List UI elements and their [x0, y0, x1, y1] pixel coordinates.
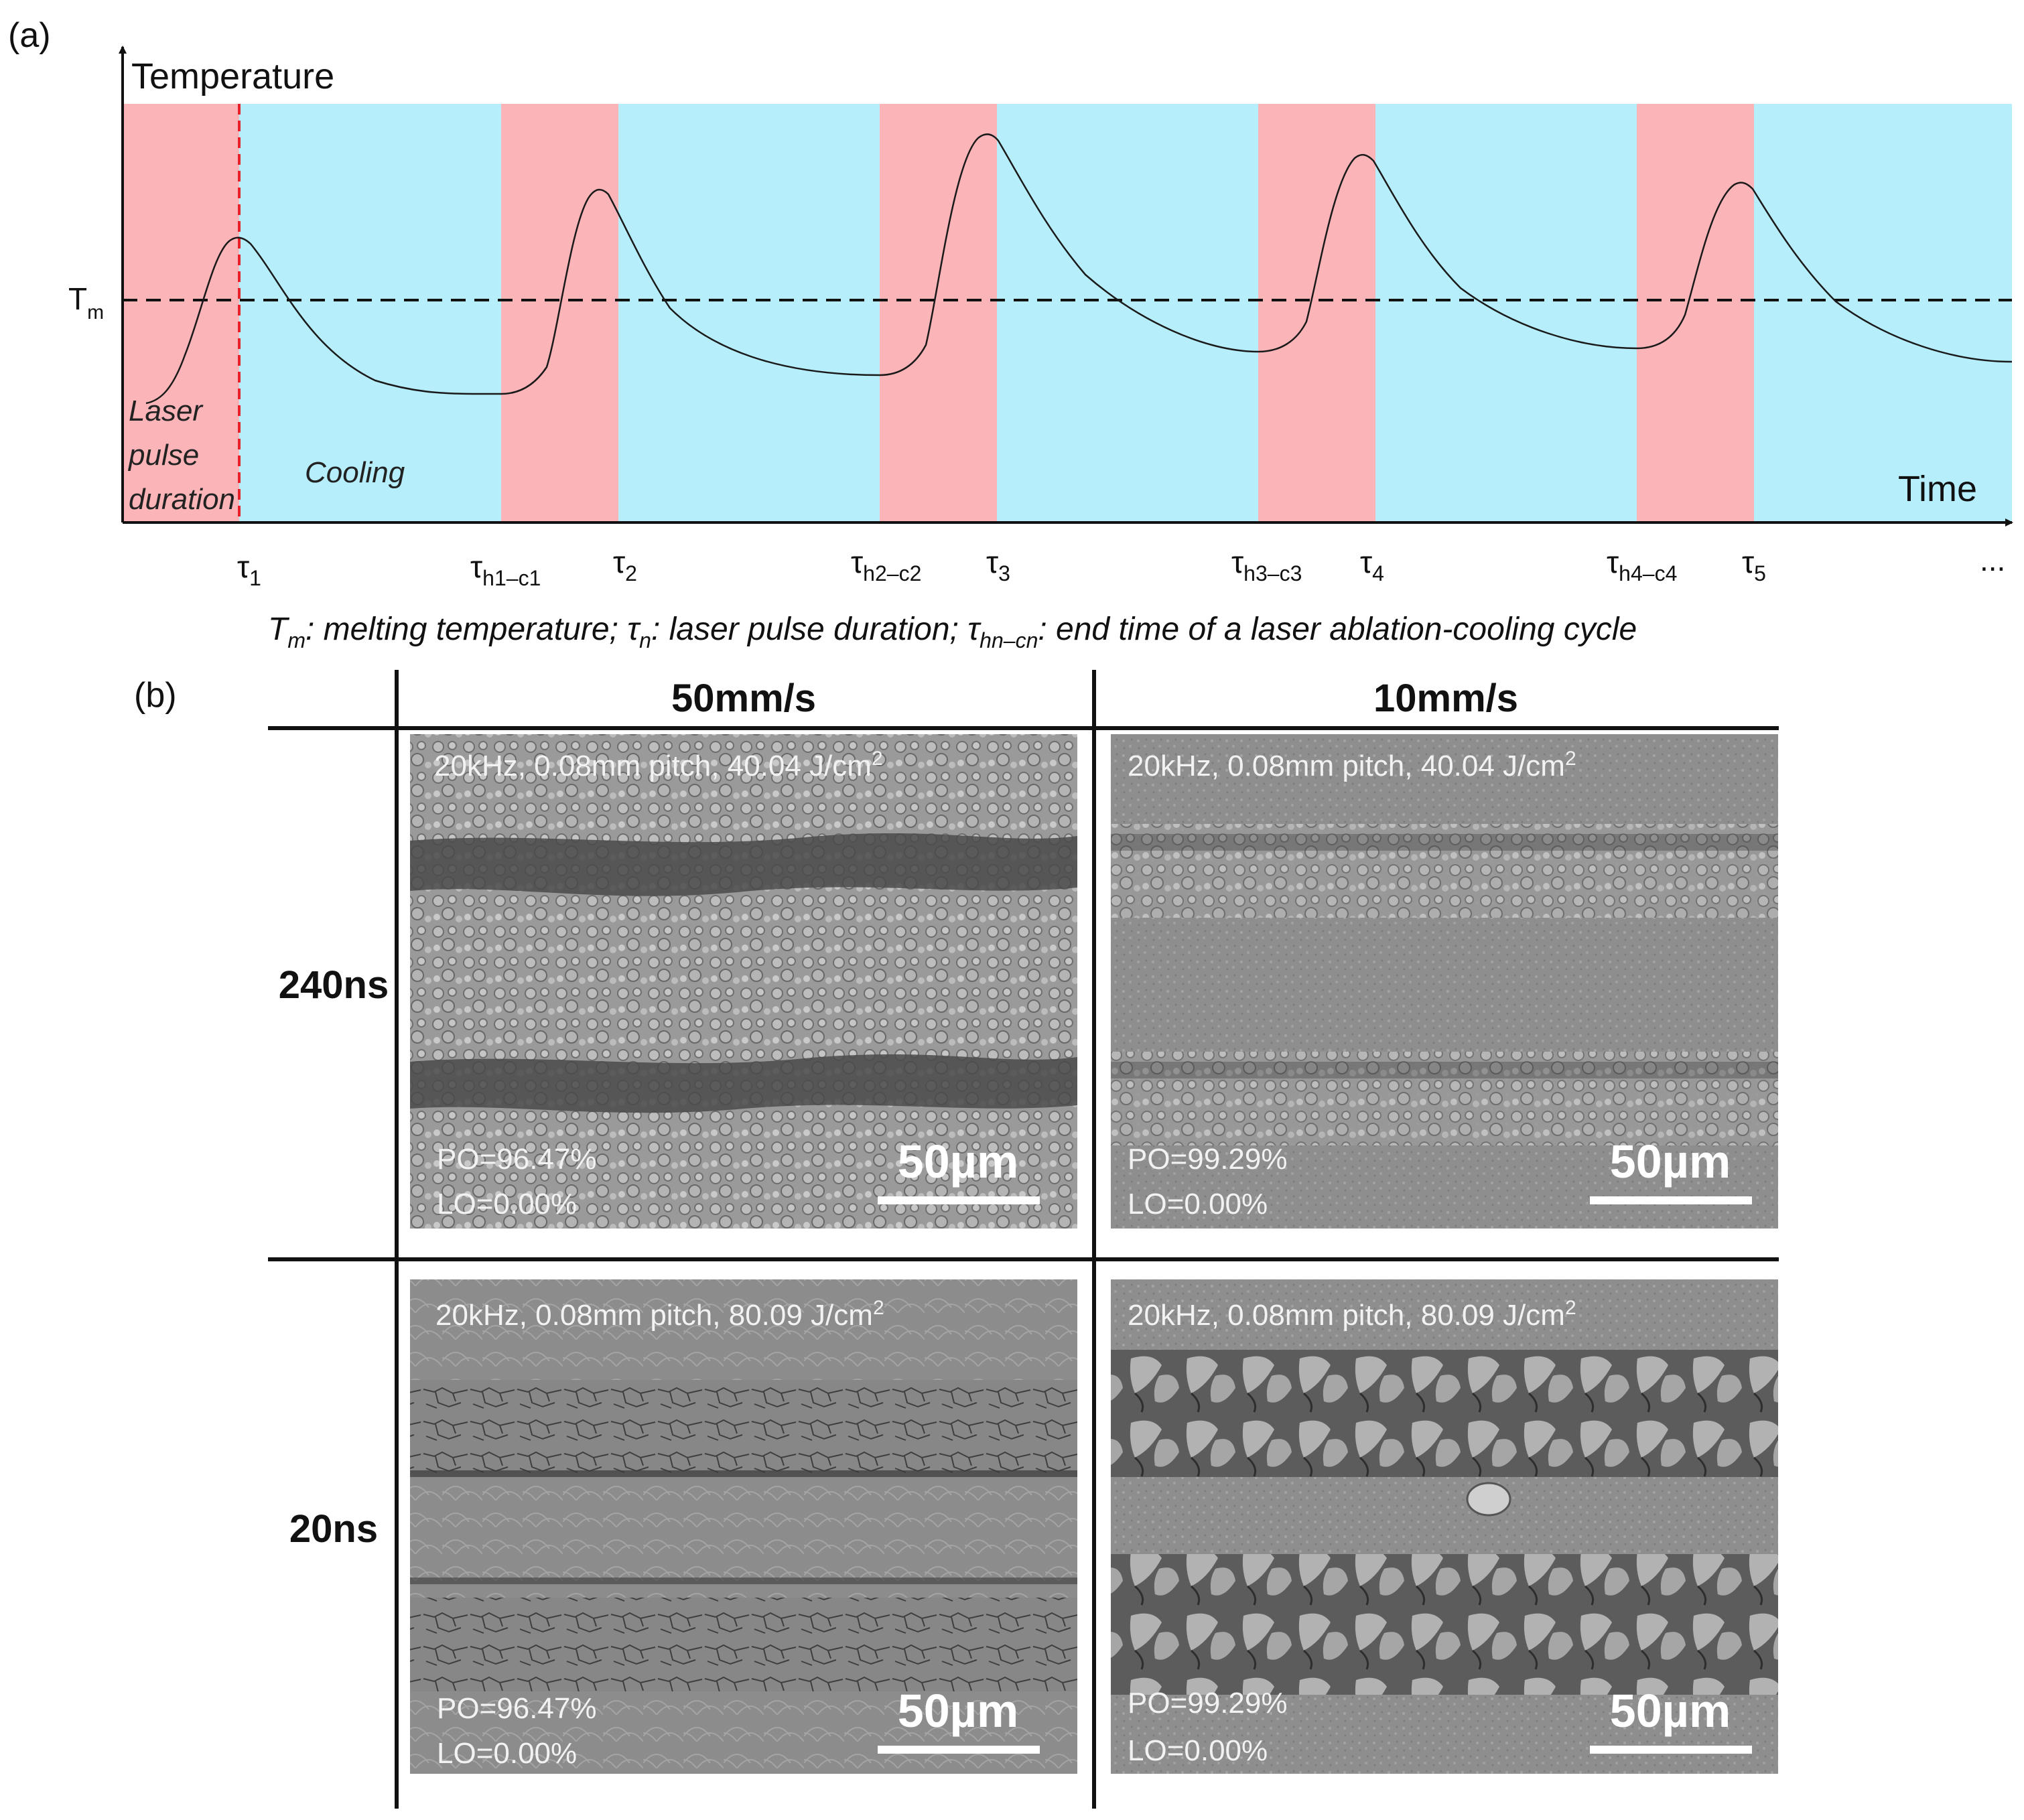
po-label: PO=96.47%: [437, 1143, 597, 1176]
scale-bar: [878, 1196, 1040, 1204]
cooling-phase-label: Cooling: [305, 456, 405, 489]
condition-label: 20kHz, 0.08mm pitch, 40.04 J/cm2: [434, 748, 883, 782]
tick-label: τh4–c4: [1607, 545, 1677, 585]
col-header-50mms: 50mm/s: [671, 677, 816, 720]
tick-ellipsis: ...: [1980, 543, 2005, 577]
heating-band-3: [880, 104, 997, 522]
cooling-band-4: [1375, 104, 1637, 522]
image-overlay-3: 20kHz, 0.08mm pitch, 80.09 J/cm2 PO=99.2…: [1128, 1297, 1752, 1767]
cooling-band-2: [618, 104, 880, 522]
tick-label: τh3–c3: [1231, 545, 1302, 585]
heating-label-line-2: pulse: [127, 439, 199, 472]
tick-label: τ4: [1360, 545, 1384, 585]
panel-a: (a) Temperature Time Tm Laser pulse dura…: [8, 16, 2013, 652]
scale-bar-label: 50µm: [1610, 1685, 1731, 1737]
scale-bar-label: 50µm: [898, 1135, 1018, 1188]
tick-label: τh2–c2: [851, 545, 921, 585]
panel-a-label: (a): [8, 16, 51, 55]
heating-label-line-3: duration: [129, 483, 235, 516]
condition-label: 20kHz, 0.08mm pitch, 80.09 J/cm2: [435, 1297, 884, 1332]
heating-band-2: [501, 104, 618, 522]
row-header-240ns: 240ns: [279, 963, 389, 1007]
tm-label: Tm: [68, 281, 104, 324]
scale-bar: [1590, 1746, 1752, 1754]
lo-label: LO=0.00%: [437, 1188, 577, 1220]
tick-label: τ1: [237, 549, 261, 590]
sem-image-20ns-10mms: [1111, 1279, 1778, 1774]
po-label: PO=99.29%: [1128, 1143, 1288, 1176]
phase-bands: [123, 104, 2012, 522]
image-overlay-1: 20kHz, 0.08mm pitch, 40.04 J/cm2 PO=99.2…: [1128, 748, 1752, 1220]
tick-label: τ3: [986, 545, 1010, 585]
po-label: PO=96.47%: [437, 1692, 597, 1725]
image-overlay-2: 20kHz, 0.08mm pitch, 80.09 J/cm2 PO=96.4…: [435, 1297, 1040, 1770]
tick-label: τ2: [613, 545, 637, 585]
lo-label: LO=0.00%: [1128, 1188, 1268, 1220]
tick-labels: τ1 τh1–c1 τ2 τh2–c2 τ3 τh3–c3 τ4 τh4–c4 …: [237, 543, 2005, 590]
cooling-band-1: [239, 104, 501, 522]
condition-label: 20kHz, 0.08mm pitch, 40.04 J/cm2: [1128, 748, 1576, 782]
image-overlay-0: 20kHz, 0.08mm pitch, 40.04 J/cm2 PO=96.4…: [434, 748, 1040, 1220]
scale-bar-label: 50µm: [898, 1685, 1018, 1737]
sem-image-20ns-50mms: [410, 1279, 1077, 1774]
grid-lines: [268, 670, 1779, 1809]
heating-band-5: [1637, 104, 1754, 522]
sem-image-240ns-50mms: [410, 734, 1077, 1229]
row-header-20ns: 20ns: [289, 1507, 378, 1551]
heating-band-4: [1258, 104, 1375, 522]
po-label: PO=99.29%: [1128, 1687, 1288, 1720]
heating-band-1: [123, 104, 239, 522]
panel-b: (b) 50mm/s 10mm/s 240ns 20ns: [134, 670, 1779, 1809]
lo-label: LO=0.00%: [437, 1737, 577, 1770]
condition-label: 20kHz, 0.08mm pitch, 80.09 J/cm2: [1128, 1297, 1576, 1332]
scale-bar: [1590, 1196, 1752, 1204]
scale-bar-label: 50µm: [1610, 1135, 1731, 1188]
col-header-10mms: 10mm/s: [1373, 677, 1518, 720]
sem-image-240ns-10mms: [1111, 734, 1778, 1229]
heating-phase-label: Laser pulse duration: [127, 395, 235, 516]
cooling-band-5: [1754, 104, 2012, 522]
lo-label: LO=0.00%: [1128, 1734, 1268, 1767]
tick-label: τh1–c1: [470, 549, 541, 590]
panel-b-label: (b): [134, 676, 177, 715]
cooling-band-3: [997, 104, 1258, 522]
tick-label: τ5: [1742, 545, 1766, 585]
heating-label-line-1: Laser: [129, 395, 204, 427]
temperature-curve: [145, 133, 2013, 405]
x-axis-label: Time: [1898, 469, 1977, 509]
y-axis-label: Temperature: [131, 56, 334, 96]
scale-bar: [878, 1746, 1040, 1754]
panel-a-caption: Tm: melting temperature; τn: laser pulse…: [268, 612, 1637, 652]
